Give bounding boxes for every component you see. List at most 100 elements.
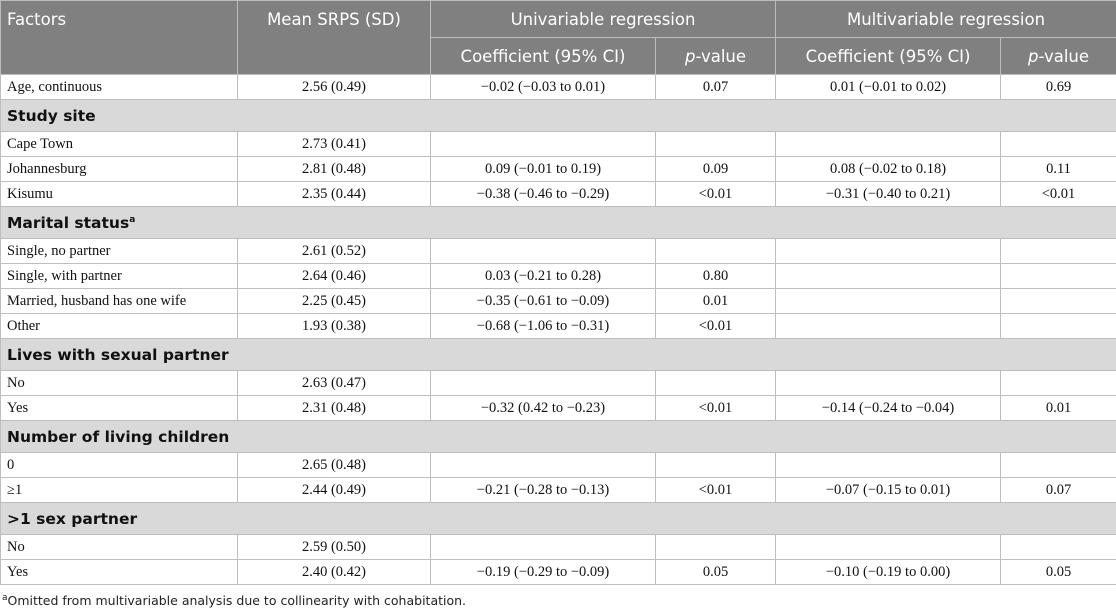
factor-cell: Married, husband has one wife (0, 288, 238, 314)
value-cell: 0.08 (−0.02 to 0.18) (775, 156, 1002, 182)
factor-cell: Single, with partner (0, 263, 238, 289)
value-cell: −0.19 (−0.29 to −0.09) (430, 559, 656, 585)
value-cell: 0.05 (654, 559, 777, 585)
factor-cell: 0 (0, 452, 238, 478)
value-cell (1000, 370, 1116, 396)
section-row: Number of living children (0, 420, 1116, 453)
value-cell: −0.38 (−0.46 to −0.29) (430, 181, 656, 207)
value-cell (775, 370, 1002, 396)
data-row: Yes 2.40 (0.42) −0.19 (−0.29 to −0.09) 0.05… (0, 559, 1116, 585)
value-cell (430, 452, 656, 478)
value-cell: −0.02 (−0.03 to 0.01) (430, 74, 656, 100)
factor-cell: Cape Town (0, 131, 238, 157)
value-cell (1000, 288, 1116, 314)
value-cell (654, 238, 777, 264)
value-cell: 2.65 (0.48) (237, 452, 431, 478)
value-cell: 2.35 (0.44) (237, 181, 431, 207)
value-cell (654, 370, 777, 396)
section-title: Number of living children (7, 427, 230, 446)
data-row: Single, no partner 2.61 (0.52) (0, 238, 1116, 264)
data-row: ≥1 2.44 (0.49) −0.21 (−0.28 to −0.13) <0.01… (0, 477, 1116, 503)
factor-cell: No (0, 534, 238, 560)
value-cell (1000, 452, 1116, 478)
section-title: >1 sex partner (7, 509, 138, 528)
data-row: Yes 2.31 (0.48) −0.32 (0.42 to −0.23) <0.01… (0, 395, 1116, 421)
value-cell: 0.09 (654, 156, 777, 182)
value-cell: 0.69 (1000, 74, 1116, 100)
section-row: >1 sex partner (0, 502, 1116, 535)
value-cell (1000, 313, 1116, 339)
factor-cell: Yes (0, 395, 238, 421)
value-cell: 2.44 (0.49) (237, 477, 431, 503)
value-cell (775, 131, 1002, 157)
value-cell (430, 131, 656, 157)
header-text: Coefficient (95% CI) (805, 46, 971, 66)
section-title: Lives with sexual partner (7, 345, 229, 364)
header-italic: p (684, 46, 696, 66)
data-row: Johannesburg 2.81 (0.48) 0.09 (−0.01 to 0.… (0, 156, 1116, 182)
factor-cell: Other (0, 313, 238, 339)
factor-cell: Age, continuous (0, 74, 238, 100)
results-table: Factors Mean SRPS (SD) Univariable regre… (0, 0, 1116, 585)
value-cell: 0.05 (1000, 559, 1116, 585)
value-cell (775, 288, 1002, 314)
value-cell: 2.31 (0.48) (237, 395, 431, 421)
footnote-marker: a (2, 593, 8, 603)
factor-cell: Kisumu (0, 181, 238, 207)
factor-cell: Yes (0, 559, 238, 585)
value-cell: <0.01 (1000, 181, 1116, 207)
data-row: Other 1.93 (0.38) −0.68 (−1.06 to −0.31) <0… (0, 313, 1116, 339)
value-cell: −0.10 (−0.19 to 0.00) (775, 559, 1002, 585)
factor-cell: ≥1 (0, 477, 238, 503)
value-cell (654, 452, 777, 478)
value-cell: 2.61 (0.52) (237, 238, 431, 264)
header-text: -value (1038, 46, 1090, 66)
value-cell: <0.01 (654, 477, 777, 503)
header-cell: Factors (0, 0, 238, 75)
header-cell: Coefficient (95% CI) (430, 37, 656, 75)
value-cell (775, 263, 1002, 289)
header-cell: Univariable regression (429, 0, 777, 38)
value-cell: 2.81 (0.48) (237, 156, 431, 182)
value-cell: 2.59 (0.50) (237, 534, 431, 560)
value-cell (430, 238, 656, 264)
value-cell (775, 534, 1002, 560)
value-cell (1000, 238, 1116, 264)
data-row: Kisumu 2.35 (0.44) −0.38 (−0.46 to −0.29) <… (0, 181, 1116, 207)
data-row: Age, continuous 2.56 (0.49) −0.02 (−0.03 t… (0, 74, 1116, 100)
section-heading: Marital statusa (0, 206, 1116, 239)
footnote-text: Omitted from multivariable analysis due … (7, 593, 467, 609)
factor-cell: Johannesburg (0, 156, 238, 182)
value-cell: 2.63 (0.47) (237, 370, 431, 396)
header-cell: Coefficient (95% CI) (775, 37, 1002, 75)
value-cell: 0.80 (654, 263, 777, 289)
section-heading: Lives with sexual partner (0, 338, 1116, 371)
value-cell: −0.32 (0.42 to −0.23) (430, 395, 656, 421)
value-cell: 2.64 (0.46) (237, 263, 431, 289)
section-heading: Number of living children (0, 420, 1116, 453)
value-cell: 0.01 (654, 288, 777, 314)
section-title: Marital status (7, 213, 130, 232)
section-title: Study site (7, 106, 96, 125)
section-heading: Study site (0, 99, 1116, 132)
data-row: No 2.63 (0.47) (0, 370, 1116, 396)
data-row: Single, with partner 2.64 (0.46) 0.03 (−0.… (0, 263, 1116, 289)
value-cell (1000, 263, 1116, 289)
value-cell: 1.93 (0.38) (237, 313, 431, 339)
value-cell: 0.07 (1000, 477, 1116, 503)
header-cell: Mean SRPS (SD) (237, 0, 431, 75)
value-cell: −0.31 (−0.40 to 0.21) (775, 181, 1002, 207)
header-cell: p-value (654, 37, 777, 75)
factor-cell: No (0, 370, 238, 396)
value-cell: <0.01 (654, 313, 777, 339)
header-text: Coefficient (95% CI) (460, 46, 626, 66)
header-text: -value (695, 46, 747, 66)
factor-cell: Single, no partner (0, 238, 238, 264)
value-cell: 0.11 (1000, 156, 1116, 182)
value-cell (654, 131, 777, 157)
value-cell: 0.01 (−0.01 to 0.02) (775, 74, 1002, 100)
value-cell: −0.21 (−0.28 to −0.13) (430, 477, 656, 503)
value-cell: 0.01 (1000, 395, 1116, 421)
value-cell: 0.09 (−0.01 to 0.19) (430, 156, 656, 182)
